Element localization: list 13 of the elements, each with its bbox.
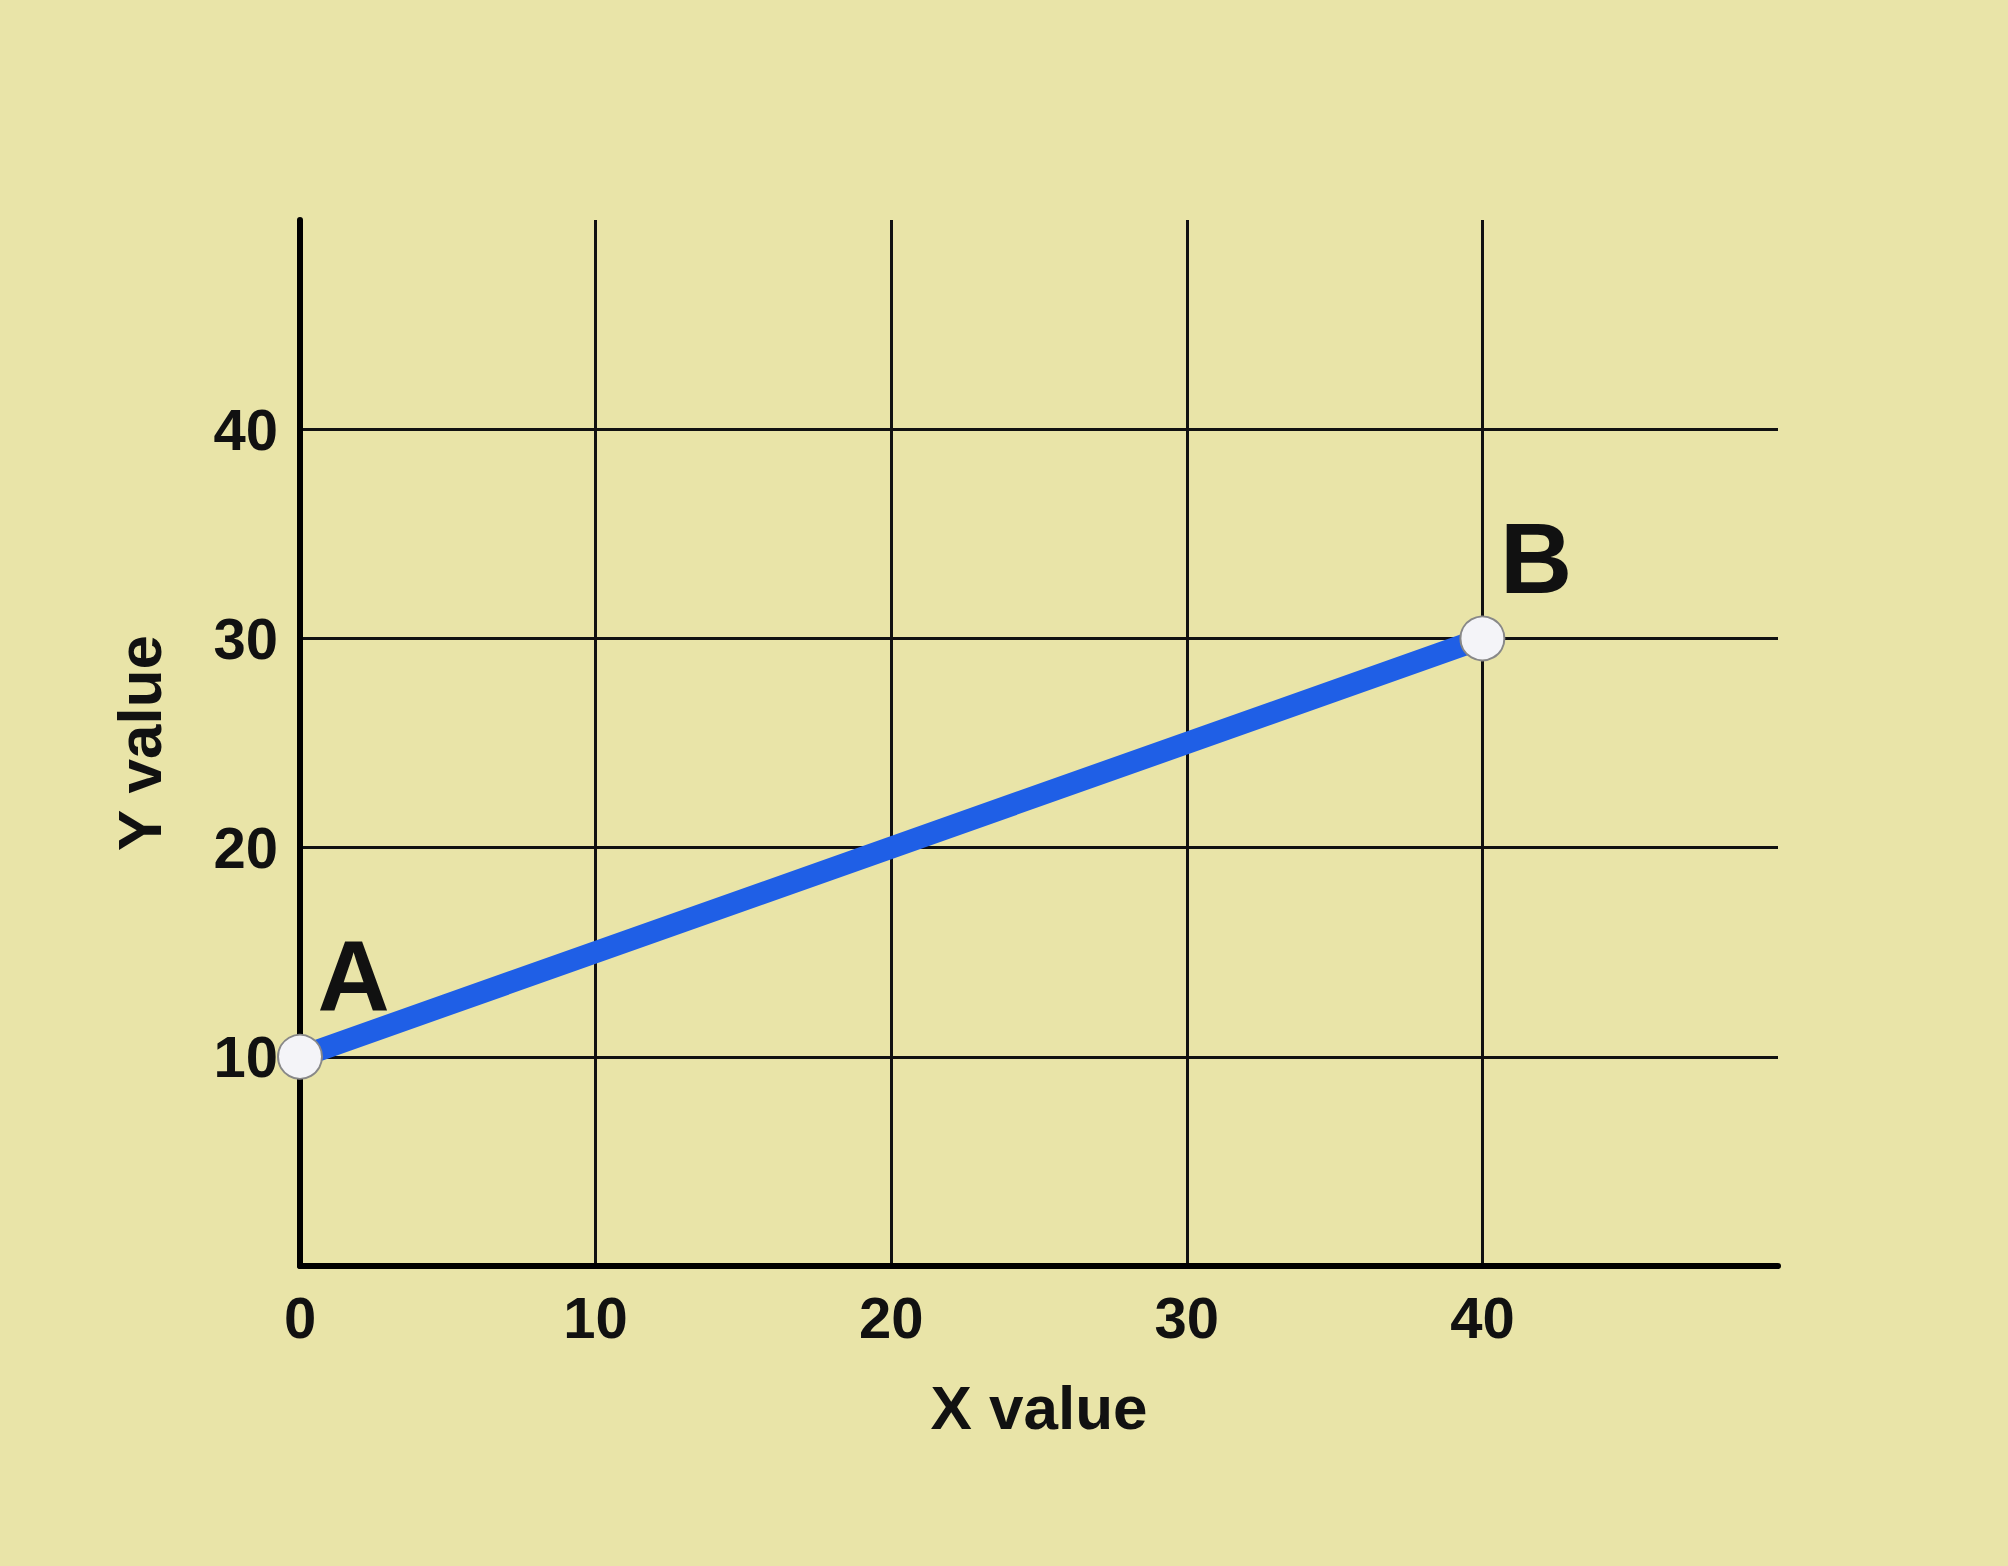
annotation: B xyxy=(1499,501,1573,614)
y-tick-label: 10 xyxy=(213,1024,278,1090)
x-tick-label: 0 xyxy=(283,1284,317,1350)
y-axis-title: Y value xyxy=(104,634,174,852)
x-axis-title: X value xyxy=(930,1372,1148,1442)
y-tick-label: 30 xyxy=(213,605,278,671)
x-tick-label: 20 xyxy=(858,1284,924,1350)
y-tick-label: 20 xyxy=(213,815,278,881)
annotation: A xyxy=(317,920,390,1033)
x-tick-label: 10 xyxy=(563,1284,628,1350)
y-tick-label: 40 xyxy=(213,396,278,462)
x-tick-label: 40 xyxy=(1450,1284,1515,1350)
x-tick-label: 30 xyxy=(1154,1284,1220,1350)
